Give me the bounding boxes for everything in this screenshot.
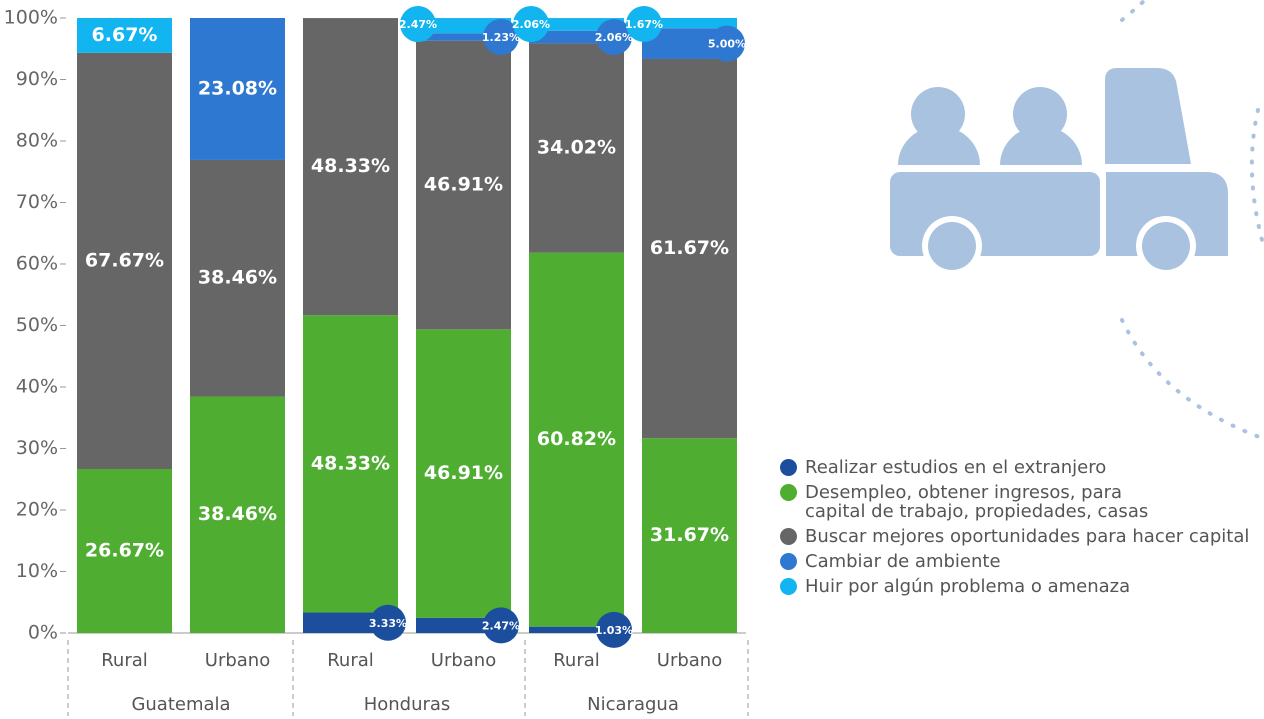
y-tick-label: 0% (28, 622, 58, 644)
legend-item: Huir por algún problema o amenaza (780, 577, 1260, 596)
legend-label: Realizar estudios en el extranjero (805, 457, 1107, 478)
value-label: 48.33% (311, 155, 390, 177)
x-tick-label: Rural (101, 650, 148, 671)
bar-segment (77, 52, 172, 469)
legend-swatch (780, 459, 797, 476)
bar-segment (416, 33, 511, 41)
y-tick-label: 50% (16, 314, 58, 336)
value-label: 1.67% (625, 18, 663, 31)
x-tick-label: Urbano (205, 650, 270, 671)
x-tick-label: Urbano (431, 650, 496, 671)
value-label: 38.46% (198, 267, 277, 289)
bar-segment (642, 58, 737, 439)
bar-segment (303, 315, 398, 613)
value-label: 61.67% (650, 237, 729, 259)
y-tick-label: 10% (16, 560, 58, 582)
bar-segment (190, 159, 285, 397)
y-tick-label: 30% (16, 437, 58, 459)
bar-segment (416, 40, 511, 330)
value-label: 23.08% (198, 77, 277, 99)
value-label: 67.67% (85, 249, 164, 271)
bar-segment (529, 43, 624, 253)
value-label: 2.47% (482, 619, 520, 632)
group-label: Honduras (364, 694, 451, 715)
group-label: Guatemala (131, 694, 230, 715)
bar-segment (416, 329, 511, 618)
legend-label: Huir por algún problema o amenaza (805, 576, 1131, 597)
legend: Realizar estudios en el extranjero Desemp… (780, 458, 1260, 602)
x-tick-label: Urbano (657, 650, 722, 671)
value-label: 26.67% (85, 539, 164, 561)
bar-segment (529, 252, 624, 627)
separators (67, 640, 749, 716)
value-label: 5.00% (708, 38, 746, 51)
value-label: 31.67% (650, 524, 729, 546)
bar-segment (642, 18, 737, 29)
label-badge (483, 607, 519, 644)
group-label: Nicaragua (587, 694, 679, 715)
bar-segment (77, 468, 172, 633)
y-tick-label: 60% (16, 253, 58, 275)
label-badge (513, 6, 549, 43)
label-badge (370, 604, 406, 641)
value-label: 6.67% (92, 24, 158, 46)
value-label: 2.06% (595, 31, 633, 44)
legend-label: Desempleo, obtener ingresos, para capita… (805, 482, 1149, 522)
legend-swatch (780, 484, 797, 501)
legend-label: Cambiar de ambiente (805, 551, 1001, 572)
bar-segment (529, 626, 624, 633)
value-label: 60.82% (537, 428, 616, 450)
value-label: 38.46% (198, 503, 277, 525)
value-label: 3.33% (369, 617, 407, 630)
x-tick-label: Rural (553, 650, 600, 671)
label-badge (596, 19, 632, 56)
label-badge (596, 611, 632, 648)
value-label: 46.91% (424, 462, 503, 484)
label-badge (483, 19, 519, 56)
value-label: 34.02% (537, 137, 616, 159)
legend-label: Buscar mejores oportunidades para hacer … (805, 526, 1250, 547)
bar-segment (77, 18, 172, 53)
legend-item: Realizar estudios en el extranjero (780, 458, 1260, 477)
value-label: 2.06% (512, 18, 550, 31)
bar-segment (190, 396, 285, 633)
bar-segment (190, 18, 285, 160)
label-badge (626, 6, 662, 42)
bar-segment (303, 18, 398, 316)
legend-swatch (780, 553, 797, 570)
decoration (890, 0, 1264, 440)
x-tick-label: Rural (327, 650, 374, 671)
y-tick-label: 80% (16, 130, 58, 152)
y-tick-label: 40% (16, 376, 58, 398)
y-tick-label: 100% (4, 7, 58, 29)
y-tick-label: 70% (16, 191, 58, 213)
legend-item: Buscar mejores oportunidades para hacer … (780, 527, 1260, 546)
legend-swatch (780, 578, 797, 595)
value-label: 48.33% (311, 452, 390, 474)
y-tick-label: 90% (16, 68, 58, 90)
label-badge (709, 25, 745, 62)
value-label: 1.03% (595, 624, 633, 637)
label-badge (400, 6, 436, 43)
value-label: 1.23% (482, 31, 520, 44)
value-label: 46.91% (424, 174, 503, 196)
legend-item: Desempleo, obtener ingresos, para capita… (780, 483, 1260, 521)
legend-swatch (780, 528, 797, 545)
bar-segment (642, 438, 737, 633)
legend-item: Cambiar de ambiente (780, 552, 1260, 571)
y-tick-label: 20% (16, 499, 58, 521)
value-label: 2.47% (399, 18, 437, 31)
